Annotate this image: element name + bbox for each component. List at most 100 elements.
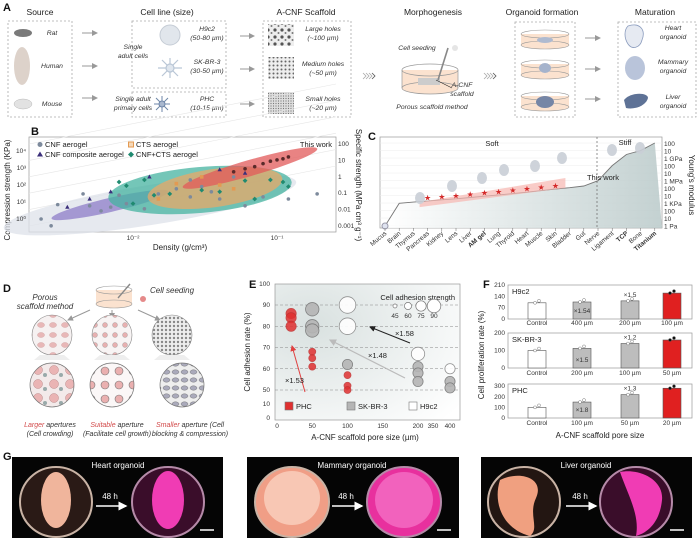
tissue-icon [607,144,617,156]
size-legend-label: 90 [430,313,438,320]
stiff-label: Stiff [619,138,633,147]
chevrons-icon [362,72,376,80]
y2-tick-label: 10 [664,216,672,223]
point-cnf-cts [268,177,273,183]
caption-smaller: Smaller aperture (Cell [156,422,225,429]
panel-e-chart: E Cell adhesion rate (%) A-CNF scaffold … [243,279,461,442]
panel-label-d: D [3,283,11,295]
heart-icon [624,24,644,48]
point-cnf-cts [280,179,286,185]
panel-d: D Porous scaffold method Cell seeding La… [3,283,228,438]
data-point [630,390,634,395]
point-cnf [286,197,291,201]
y-tick-label: 10⁴ [16,148,26,155]
header-scaffold: A-CNF Scaffold [277,7,336,17]
cell-icon [140,296,146,302]
tissue-icon [635,142,645,154]
size-legend-label: 45 [391,313,399,320]
y2-tick-label: 0.001 [338,223,355,230]
panel-label-e: E [249,279,256,291]
data-point [582,398,586,402]
point-composite [87,196,92,201]
data-point [630,297,634,301]
y-tick-label: 100 [259,281,270,288]
point-composite [147,174,152,179]
point-sk-br-3 [412,375,424,387]
point-this-work [275,158,279,162]
y-tick-label: 70 [498,305,506,312]
y2-tick-label: 10 [664,171,672,178]
point-cnf-cts [199,187,205,193]
point-cnf [142,206,147,211]
chevrons-icon [483,72,497,80]
point-phc [343,371,352,380]
y-tick-label: 10³ [17,165,27,172]
y-tick-label: 10² [17,182,27,189]
y-tick-label: 10¹ [17,199,27,206]
caption-smaller-line2: blocking & compression) [152,431,228,438]
gridline [28,83,337,145]
size-legend-title: Cell adhesion strength [380,293,455,302]
liver-time-label: 48 h [572,492,588,501]
point-cnf [243,203,247,208]
rat-icon [14,29,32,37]
y-tick-label: 60 [263,366,271,373]
source-rat: Rat [47,30,59,37]
x-tick-label: Control [527,320,549,327]
scaffold-box [262,20,352,118]
size-legend-marker [392,303,398,309]
gridline [28,100,337,161]
maturation-liver-2: organoid [660,103,687,110]
this-work-star-icon: ★ [495,187,502,196]
scaffold-large: Large holes [305,26,341,33]
point-this-work [231,169,236,174]
y2-tick-label: 10 [664,149,672,156]
x-axis-label: A-CNF scaffold pore size [556,431,645,440]
this-work-annotation: This work [300,140,332,149]
data-point [582,298,586,302]
medium-holes-texture [268,57,294,79]
point-phc [285,320,297,332]
fold-annotation: ×1.54 [574,308,591,315]
legend-label: PHC [296,402,312,411]
point-composite [242,170,248,175]
legend-marker [128,141,134,148]
scaffold-small-size: (~20 µm) [309,105,337,112]
data-point [578,400,582,404]
arrow-148 [328,339,406,379]
data-point [533,301,537,305]
panel-label-b: B [31,126,39,138]
point-cnf [231,175,236,179]
x-tick-label: 150 [377,423,388,430]
header-morphogenesis: Morphogenesis [404,7,462,17]
cell-line-skbr3-size: (30-50 µm) [190,68,223,75]
point-cnf [81,192,85,196]
bar [620,394,640,419]
x-tick-label: 10⁻² [127,235,141,242]
heart-time-label: 48 h [102,492,118,501]
point-cnf-cts [217,189,223,195]
this-work-star-icon: ★ [538,183,545,192]
y-tick-label: 80 [263,323,271,330]
data-point [668,338,672,342]
point-cnf [124,201,129,206]
fold-annotation: ×1.5 [576,357,589,364]
cell-line-h9c2: H9c2 [199,26,215,33]
y2-tick-label: 1 MPa [664,179,683,186]
caption-suitable-rest: aperture [116,422,144,429]
cell-line-phc: PHC [200,96,214,103]
skbr3-cell-icon [158,58,182,78]
y-axis-label: Compression strength (KPa) [3,139,12,240]
annotation-158: ×1.58 [395,329,414,338]
point-cnf [55,202,60,207]
x-tick-label: 200 µm [619,320,641,327]
cell-line-h9c2-size: (50-80 µm) [190,35,223,42]
y2-tick-label: 100 [338,141,349,148]
y-tick-label: 10 [263,401,271,408]
this-work-star-icon: ★ [552,182,559,191]
bar [572,348,592,369]
bar [527,407,547,419]
this-work-star-icon: ★ [452,191,459,200]
point-cnf [199,184,204,189]
x-tick-label: 100 µm [661,320,683,327]
